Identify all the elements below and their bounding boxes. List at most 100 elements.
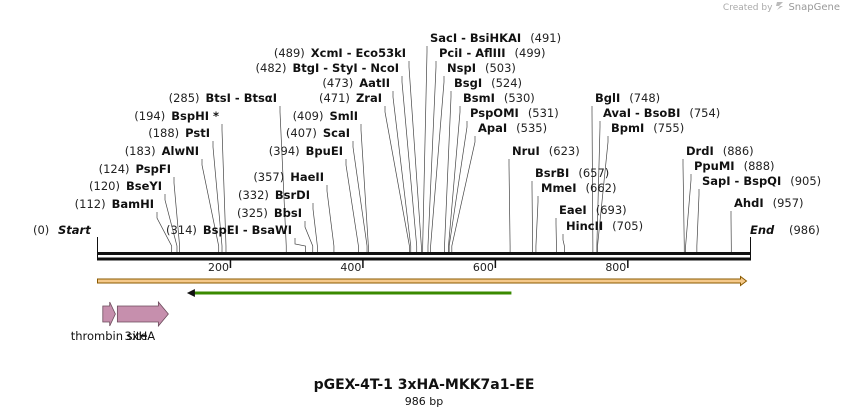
feature-thrombin-site[interactable]: thrombin site xyxy=(71,301,148,343)
restriction-site[interactable]: AatII (473) xyxy=(322,76,390,90)
site-connector xyxy=(422,46,428,252)
site-position: (394) xyxy=(269,144,300,158)
restriction-site[interactable]: BamHI (112) xyxy=(75,197,154,211)
restriction-site[interactable]: SmlI (409) xyxy=(293,109,358,123)
site-name: PspFI xyxy=(136,162,171,176)
site-position: (409) xyxy=(293,109,324,123)
restriction-site[interactable]: BbsI (325) xyxy=(237,206,302,220)
site-position: (886) xyxy=(723,144,754,158)
site-position: (748) xyxy=(629,91,660,105)
site-name: HincII xyxy=(566,219,603,233)
site-name: BspHI * xyxy=(171,109,219,123)
site-connector xyxy=(508,159,511,252)
site-name: PspOMI xyxy=(470,106,519,120)
restriction-site[interactable]: HaeII (357) xyxy=(253,170,324,184)
site-position: (183) xyxy=(125,144,156,158)
orf-arrow[interactable] xyxy=(97,275,748,287)
restriction-site[interactable]: PpuMI (888) xyxy=(694,159,775,173)
feature-arrow xyxy=(116,300,169,328)
restriction-site[interactable]: BsrBI (657) xyxy=(535,166,609,180)
restriction-site[interactable]: ZraI (471) xyxy=(319,91,382,105)
site-name: BspEI - BsaWI xyxy=(203,223,292,237)
site-connector xyxy=(685,174,692,252)
site-position: (471) xyxy=(319,91,350,105)
restriction-site[interactable]: ApaI (535) xyxy=(478,121,547,135)
restriction-site[interactable]: BpuEI (394) xyxy=(269,144,343,158)
restriction-site[interactable]: AhdI (957) xyxy=(734,196,804,210)
restriction-site[interactable]: BspEI - BsaWI (314) xyxy=(166,223,292,237)
credit-prefix: Created by xyxy=(722,2,773,13)
restriction-site[interactable]: XcmI - Eco53kI (489) xyxy=(274,46,406,60)
site-connector xyxy=(427,61,437,252)
restriction-site[interactable]: PstI (188) xyxy=(148,126,210,140)
site-name: BsmI xyxy=(463,91,495,105)
snapgene-logo-icon xyxy=(775,1,785,14)
site-connector xyxy=(444,91,452,252)
site-position: (482) xyxy=(256,61,287,75)
restriction-site[interactable]: SapI - BspQI (905) xyxy=(702,174,821,188)
site-position: (489) xyxy=(274,46,305,60)
sequence-backbone xyxy=(97,252,751,261)
site-connector xyxy=(279,106,287,252)
restriction-site[interactable]: ScaI (407) xyxy=(286,126,350,140)
restriction-site[interactable]: PciI - AflIII (499) xyxy=(439,46,545,60)
restriction-site[interactable]: BtgI - StyI - NcoI (482) xyxy=(256,61,399,75)
end-label: End xyxy=(750,223,775,237)
site-position: (491) xyxy=(530,31,561,45)
restriction-site[interactable]: DrdI (886) xyxy=(686,144,754,158)
site-name: BsgI xyxy=(454,76,482,90)
site-name: SacI - BsiHKAI xyxy=(430,31,521,45)
site-connector xyxy=(221,124,227,252)
restriction-site[interactable]: PspOMI (531) xyxy=(470,106,559,120)
restriction-site[interactable]: BtsI - BtsαI (285) xyxy=(169,91,277,105)
site-connector xyxy=(164,194,178,252)
site-position: (314) xyxy=(166,223,197,237)
site-position: (705) xyxy=(612,219,643,233)
credit-brand: SnapGene xyxy=(788,2,840,13)
restriction-site[interactable]: SacI - BsiHKAI (491) xyxy=(430,31,561,45)
restriction-site[interactable]: BseYI (120) xyxy=(89,179,162,193)
site-position: (325) xyxy=(237,206,268,220)
site-name: BglI xyxy=(595,91,620,105)
site-lines xyxy=(156,46,732,252)
site-connector xyxy=(430,76,445,252)
site-connector xyxy=(212,141,223,252)
restriction-site[interactable]: BglI (748) xyxy=(595,91,660,105)
restriction-site[interactable]: AvaI - BsoBI (754) xyxy=(603,106,720,120)
restriction-site[interactable]: PspFI (124) xyxy=(99,162,171,176)
restriction-site[interactable]: MmeI (662) xyxy=(541,181,616,195)
site-position: (503) xyxy=(485,61,516,75)
restriction-site[interactable]: BpmI (755) xyxy=(611,121,684,135)
restriction-site[interactable]: BsgI (524) xyxy=(454,76,522,90)
site-name: AlwNI xyxy=(162,144,199,158)
snapgene-credit: Created by SnapGene xyxy=(723,1,840,14)
site-connector xyxy=(304,221,314,252)
site-name: PpuMI xyxy=(694,159,735,173)
site-position: (473) xyxy=(322,76,353,90)
feature-3xha[interactable]: 3xHA xyxy=(116,300,169,343)
site-position: (623) xyxy=(549,144,580,158)
restriction-site[interactable]: EaeI (693) xyxy=(559,203,627,217)
ruler-tick-label: 800 xyxy=(605,261,626,274)
restriction-site[interactable]: NruI (623) xyxy=(512,144,580,158)
restriction-site[interactable]: AlwNI (183) xyxy=(125,144,199,158)
site-name: EaeI xyxy=(559,203,587,217)
site-name: BseYI xyxy=(126,179,162,193)
site-position: (407) xyxy=(286,126,317,140)
restriction-site[interactable]: NspI (503) xyxy=(447,61,516,75)
site-connector xyxy=(384,106,410,252)
site-position: (194) xyxy=(134,109,165,123)
site-connector xyxy=(448,121,468,252)
end-position: (986) xyxy=(789,223,820,237)
site-position: (285) xyxy=(169,91,200,105)
restriction-site[interactable]: BsrDI (332) xyxy=(238,188,310,202)
site-connector xyxy=(345,159,359,252)
restriction-site[interactable]: BsmI (530) xyxy=(463,91,535,105)
site-name: BsrBI xyxy=(535,166,569,180)
restriction-site[interactable]: HincII (705) xyxy=(566,219,643,233)
site-position: (124) xyxy=(99,162,130,176)
site-name: ApaI xyxy=(478,121,507,135)
restriction-site[interactable]: BspHI * (194) xyxy=(134,109,219,123)
site-position: (957) xyxy=(773,196,804,210)
